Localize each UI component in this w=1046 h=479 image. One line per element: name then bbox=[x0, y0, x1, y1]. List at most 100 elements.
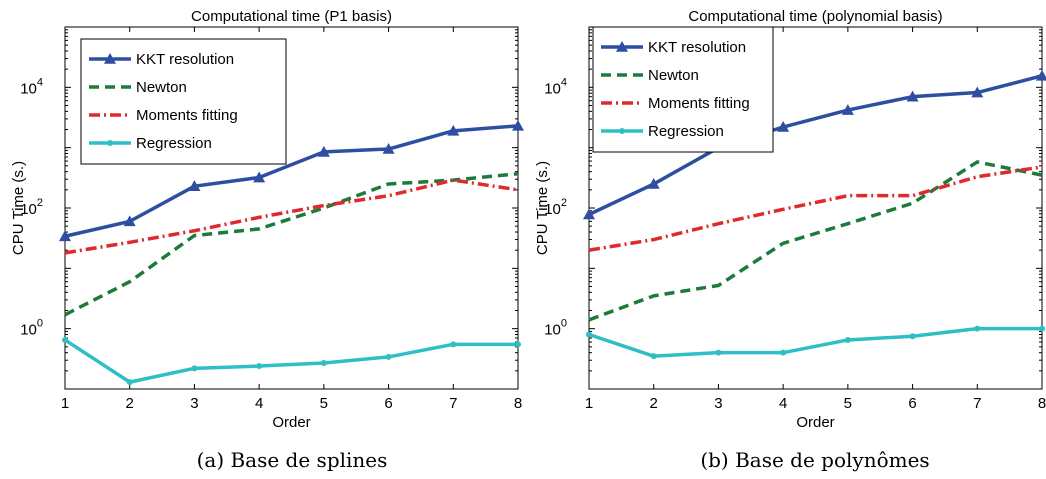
data-point bbox=[62, 336, 68, 343]
y-tick-label: 102 bbox=[20, 197, 43, 218]
series-line bbox=[588, 74, 1043, 217]
series-kkt-resolution bbox=[59, 119, 524, 242]
legend: KKT resolution Newton Moments fitting Regre… bbox=[80, 38, 287, 165]
legend-label: KKT resolution bbox=[136, 51, 234, 68]
data-point bbox=[909, 333, 916, 340]
y-tick-exponent: 0 bbox=[37, 318, 43, 330]
data-point bbox=[586, 331, 592, 338]
data-point bbox=[1036, 69, 1046, 81]
y-tick-label: 100 bbox=[544, 318, 567, 339]
data-point bbox=[906, 90, 919, 102]
data-point bbox=[1039, 325, 1045, 332]
data-point bbox=[123, 215, 136, 227]
chart-title: Computational time (polynomial basis) bbox=[688, 8, 942, 25]
data-point bbox=[583, 208, 595, 220]
x-tick-label: 8 bbox=[514, 395, 522, 412]
x-axis-label: Order bbox=[272, 414, 310, 431]
x-tick-label: 5 bbox=[320, 395, 328, 412]
y-tick-exponent: 2 bbox=[37, 197, 43, 209]
y-tick-exponent: 0 bbox=[561, 318, 567, 330]
x-tick-label: 7 bbox=[973, 395, 981, 412]
x-tick-label: 3 bbox=[190, 395, 198, 412]
legend-label: Regression bbox=[648, 123, 724, 140]
legend-label: Moments fitting bbox=[136, 107, 238, 124]
legend: KKT resolution Newton Moments fitting Regre… bbox=[592, 26, 774, 153]
data-point bbox=[777, 121, 790, 132]
y-tick-label: 100 bbox=[20, 318, 43, 339]
x-tick-label: 6 bbox=[908, 395, 916, 412]
data-point bbox=[512, 119, 524, 131]
legend-label: Newton bbox=[648, 67, 699, 84]
series-moments-fitting bbox=[64, 178, 519, 255]
legend-label: Moments fitting bbox=[648, 95, 750, 112]
series-regression bbox=[586, 325, 1045, 360]
series-regression bbox=[62, 336, 521, 386]
x-tick-label: 1 bbox=[61, 395, 69, 412]
data-point bbox=[844, 336, 851, 343]
data-point bbox=[647, 177, 660, 189]
data-point bbox=[385, 353, 392, 360]
data-point bbox=[447, 124, 460, 136]
x-tick-label: 2 bbox=[650, 395, 658, 412]
legend-marker bbox=[616, 41, 628, 52]
data-point bbox=[253, 171, 266, 183]
legend-label: Regression bbox=[136, 135, 212, 152]
series-newton bbox=[64, 171, 519, 317]
x-tick-label: 2 bbox=[126, 395, 134, 412]
data-point bbox=[59, 230, 71, 242]
series-moments-fitting bbox=[588, 165, 1043, 252]
figure-caption: (b) Base de polynômes bbox=[700, 448, 929, 472]
y-tick-exponent: 4 bbox=[37, 76, 43, 88]
x-tick-label: 5 bbox=[844, 395, 852, 412]
data-point bbox=[191, 365, 198, 372]
y-tick-label: 104 bbox=[544, 76, 567, 97]
y-tick-base: 10 bbox=[20, 201, 37, 218]
y-tick-base: 10 bbox=[544, 80, 561, 97]
data-point bbox=[974, 325, 981, 332]
y-axis-label: CPU Time (s.) bbox=[10, 161, 27, 255]
legend-marker bbox=[619, 128, 625, 134]
data-point bbox=[841, 104, 854, 115]
chart-title: Computational time (P1 basis) bbox=[191, 8, 392, 25]
x-tick-label: 4 bbox=[779, 395, 787, 412]
legend-label: KKT resolution bbox=[648, 39, 746, 56]
data-point bbox=[971, 86, 984, 98]
legend-label: Newton bbox=[136, 79, 187, 96]
y-tick-base: 10 bbox=[20, 322, 37, 339]
x-tick-label: 8 bbox=[1038, 395, 1046, 412]
data-point bbox=[317, 145, 330, 157]
data-point bbox=[188, 180, 201, 191]
series-line bbox=[64, 124, 519, 238]
data-point bbox=[450, 341, 457, 348]
data-point bbox=[320, 359, 327, 366]
data-point bbox=[382, 143, 395, 154]
series-line bbox=[64, 338, 518, 384]
y-tick-base: 10 bbox=[544, 322, 561, 339]
data-point bbox=[650, 353, 657, 360]
x-tick-label: 1 bbox=[585, 395, 593, 412]
series-line bbox=[588, 326, 1042, 358]
legend-marker bbox=[107, 140, 113, 146]
y-tick-label: 102 bbox=[544, 197, 567, 218]
x-tick-label: 7 bbox=[449, 395, 457, 412]
series-kkt-resolution bbox=[583, 69, 1046, 220]
y-tick-exponent: 4 bbox=[561, 76, 567, 88]
data-point bbox=[515, 341, 521, 348]
data-point bbox=[256, 363, 263, 370]
y-axis-label: CPU Time (s.) bbox=[534, 161, 551, 255]
y-tick-base: 10 bbox=[20, 80, 37, 97]
series-line bbox=[588, 165, 1043, 252]
series-line bbox=[588, 160, 1043, 322]
series-newton bbox=[588, 160, 1043, 322]
y-tick-exponent: 2 bbox=[561, 197, 567, 209]
legend-marker bbox=[104, 53, 116, 64]
x-axis-label: Order bbox=[796, 414, 834, 431]
x-tick-label: 4 bbox=[255, 395, 263, 412]
figure-caption: (a) Base de splines bbox=[197, 448, 388, 472]
data-point bbox=[780, 349, 787, 356]
data-point bbox=[715, 349, 722, 356]
series-line bbox=[64, 178, 519, 255]
